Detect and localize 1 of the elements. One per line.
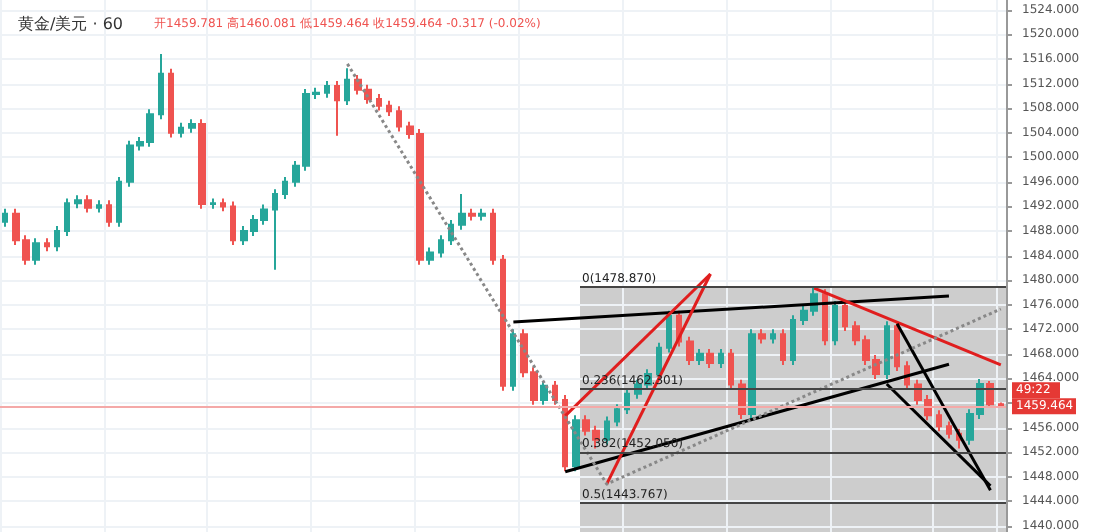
text: 黄金/美元 · 60 <box>18 15 124 33</box>
